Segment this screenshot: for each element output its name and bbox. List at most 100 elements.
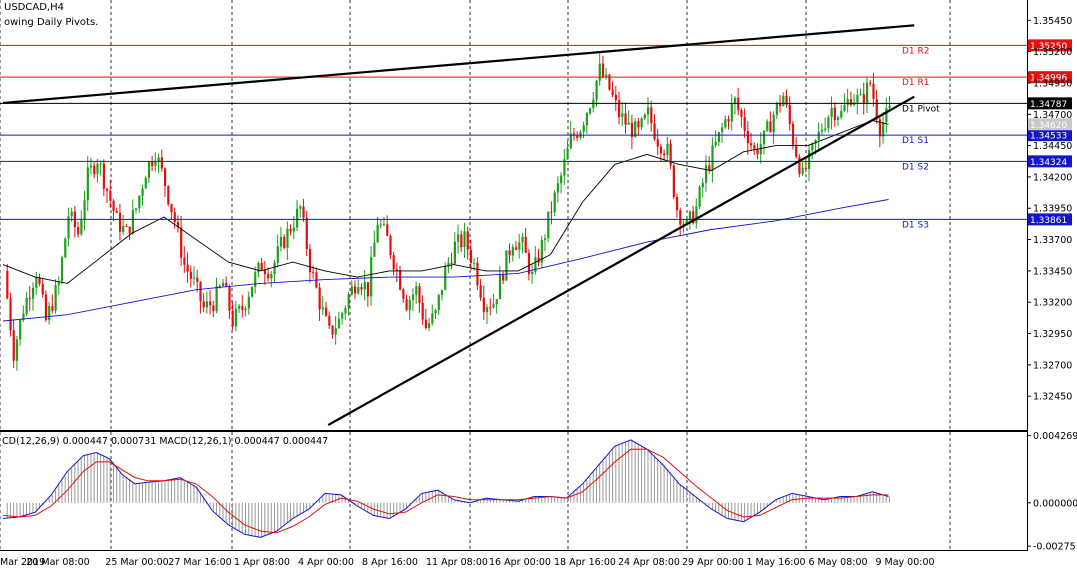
- candle-body: [672, 165, 675, 197]
- candle-body: [183, 257, 186, 265]
- candle-body: [453, 241, 456, 264]
- candle-body: [621, 113, 624, 118]
- price-tick-label: 1.35200: [1033, 47, 1072, 58]
- candle-body: [630, 122, 634, 137]
- candle-body: [721, 127, 724, 133]
- price-tick-label: 1.35450: [1033, 16, 1072, 27]
- candle-body: [60, 257, 64, 282]
- candle-body: [537, 257, 540, 263]
- candle-body: [19, 319, 22, 340]
- candle-body: [405, 298, 408, 310]
- candle-body: [750, 143, 753, 146]
- candle-body: [308, 249, 312, 273]
- candle-body: [286, 228, 289, 248]
- candle-body: [292, 227, 295, 232]
- pivot-label: D1 S2: [902, 162, 929, 172]
- candle-body: [93, 165, 96, 174]
- signal-line: [2, 448, 889, 534]
- candle-body: [724, 119, 727, 128]
- candle-body: [131, 209, 134, 234]
- candle-body: [553, 192, 556, 212]
- price-tick-label: 1.33950: [1033, 204, 1072, 215]
- candle-body: [176, 221, 180, 228]
- candle-body: [299, 206, 302, 209]
- candle-body: [508, 250, 511, 256]
- candle-body: [44, 294, 48, 321]
- time-label: 16 Apr 00:00: [489, 557, 551, 568]
- candle-body: [714, 142, 717, 146]
- macd-tick-label: 0.004269: [1033, 431, 1077, 442]
- candle-body: [35, 277, 38, 288]
- candle-body: [656, 139, 659, 147]
- trend-line: [2, 24, 915, 105]
- price-tick-label: 1.33700: [1033, 235, 1072, 246]
- price-tick-label: 1.32950: [1033, 329, 1072, 340]
- candle-body: [840, 111, 843, 118]
- candle-body: [173, 212, 176, 222]
- candle-body: [608, 74, 611, 90]
- price-badge: [1028, 39, 1072, 52]
- candle-body: [669, 143, 672, 166]
- candle-body: [353, 286, 357, 294]
- candle-body: [872, 83, 875, 100]
- candle-body: [605, 74, 608, 77]
- candle-body: [650, 107, 653, 124]
- candle-body: [402, 289, 405, 299]
- candle-body: [730, 103, 733, 122]
- candle-body: [157, 157, 160, 162]
- time-label: 8 Apr 16:00: [362, 557, 418, 568]
- candle-body: [392, 255, 395, 270]
- candle-body: [708, 165, 711, 171]
- candle-body: [547, 211, 550, 239]
- candle-body: [334, 328, 337, 335]
- time-label: 1 Apr 08:00: [234, 557, 290, 568]
- candle-body: [225, 282, 228, 287]
- candle-body: [865, 82, 869, 104]
- candle-body: [411, 294, 415, 300]
- candle-body: [511, 247, 514, 256]
- candle-body: [663, 153, 666, 156]
- candle-body: [276, 246, 279, 263]
- candle-body: [202, 301, 205, 308]
- candle-body: [154, 161, 157, 166]
- candle-body: [502, 273, 505, 281]
- price-badge-text: 1.35250: [1030, 42, 1067, 52]
- candle-body: [112, 200, 115, 211]
- candle-body: [859, 94, 862, 96]
- candle-body: [827, 117, 830, 129]
- candle-body: [138, 195, 141, 209]
- candle-body: [598, 63, 601, 81]
- candle-body: [540, 239, 543, 263]
- candle-body: [83, 200, 86, 220]
- candle-body: [80, 219, 83, 235]
- candle-body: [147, 161, 151, 178]
- candle-body: [241, 306, 244, 311]
- time-label: Mar 2019: [0, 557, 45, 568]
- candle-body: [543, 238, 547, 240]
- candle-body: [463, 231, 466, 248]
- price-badge: [1028, 213, 1072, 226]
- price-tick-label: 1.32700: [1033, 360, 1072, 371]
- candle-body: [498, 273, 502, 300]
- candle-body: [444, 266, 447, 290]
- ma-fast-line: [2, 120, 889, 284]
- candle-body: [331, 325, 334, 335]
- candle-body: [659, 146, 663, 154]
- candle-body: [505, 250, 508, 281]
- candle-body: [479, 285, 482, 298]
- candle-body: [109, 190, 112, 201]
- candle-body: [357, 287, 360, 294]
- candle-body: [766, 121, 769, 131]
- candle-body: [341, 313, 344, 319]
- candle-body: [788, 104, 791, 124]
- candle-body: [267, 274, 270, 279]
- candle-body: [450, 262, 453, 264]
- price-tick-label: 1.32450: [1033, 392, 1072, 403]
- candle-body: [170, 204, 173, 213]
- candle-body: [228, 286, 231, 311]
- candle-body: [386, 224, 389, 236]
- candle-body: [135, 208, 138, 210]
- candle-body: [379, 224, 382, 226]
- candle-body: [189, 271, 192, 279]
